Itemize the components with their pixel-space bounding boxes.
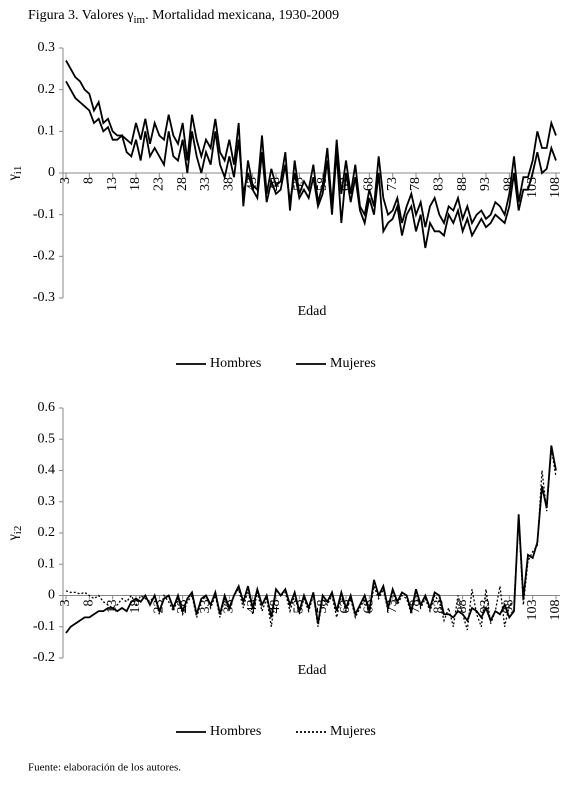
figure-title: Figura 3. Valores γim. Mortalidad mexica… (28, 8, 339, 25)
x-tick-label: 88 (455, 177, 470, 191)
x-tick-label: 8 (82, 600, 97, 607)
y-label-subscript: i2 (12, 526, 24, 535)
y-tick-label: 0.2 (38, 525, 56, 540)
x-tick-label: 108 (548, 177, 563, 198)
x-tick-label: 103 (525, 177, 540, 198)
x-tick-label: 68 (362, 600, 377, 614)
x-tick-label: 78 (408, 177, 423, 191)
x-tick-label: 18 (128, 600, 143, 614)
y-tick-label: 0.6 (38, 400, 56, 415)
legend-label: Hombres (210, 356, 261, 371)
title-text: Figura 3. Valores γ (28, 8, 133, 23)
legend-label: Hombres (210, 724, 261, 739)
y-label-text: γ (6, 174, 21, 181)
y-tick-label: 0 (48, 165, 55, 180)
y-axis-label: γi2 (6, 526, 23, 542)
y-tick-label: 0.5 (38, 431, 56, 446)
x-tick-label: 3 (58, 600, 73, 607)
y-tick-label: -0.2 (33, 650, 55, 665)
x-tick-label: 28 (175, 177, 190, 191)
x-axis-label: Edad (298, 304, 327, 319)
y-axis-label: γi1 (6, 166, 23, 182)
y-tick-label: 0.1 (38, 556, 56, 571)
y-tick-label: 0.1 (38, 124, 56, 139)
x-tick-label: 68 (362, 177, 377, 191)
title-subscript: im (133, 14, 145, 26)
y-tick-label: 0.2 (38, 82, 56, 97)
x-axis-label: Edad (298, 663, 327, 678)
y-label-subscript: i1 (12, 166, 24, 175)
legend-label: Mujeres (330, 724, 376, 739)
x-tick-label: 73 (385, 177, 400, 191)
y-tick-label: 0.4 (38, 463, 56, 478)
y-tick-label: 0 (48, 588, 55, 603)
y-tick-label: -0.1 (33, 207, 55, 222)
y-tick-label: -0.3 (33, 290, 55, 305)
x-tick-label: 8 (82, 177, 97, 184)
x-tick-label: 58 (315, 600, 330, 614)
y-tick-label: -0.2 (33, 249, 55, 264)
y-tick-label: -0.1 (33, 619, 55, 634)
x-tick-label: 88 (455, 600, 470, 614)
x-tick-label: 38 (222, 177, 237, 191)
series-line (65, 60, 557, 228)
series-line (65, 445, 557, 634)
x-tick-label: 93 (478, 177, 493, 191)
x-tick-label: 23 (152, 177, 167, 191)
y-label-text: γ (6, 534, 21, 541)
source-note: Fuente: elaboración de los autores. (28, 762, 181, 774)
legend-label: Mujeres (330, 356, 376, 371)
x-tick-label: 33 (198, 177, 213, 191)
y-tick-label: 0.3 (38, 494, 56, 509)
x-tick-label: 83 (432, 177, 447, 191)
x-tick-label: 108 (548, 600, 563, 621)
series-line (65, 448, 557, 631)
x-tick-label: 93 (478, 600, 493, 614)
x-tick-label: 13 (105, 177, 120, 191)
x-tick-label: 103 (525, 600, 540, 621)
title-text: . Mortalidad mexicana, 1930-2009 (145, 8, 339, 23)
y-tick-label: 0.3 (38, 40, 56, 55)
series-line (65, 80, 557, 249)
x-tick-label: 3 (58, 177, 73, 184)
x-tick-label: 18 (128, 177, 143, 191)
